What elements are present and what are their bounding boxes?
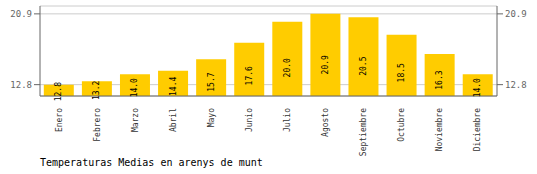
html-text:Temperaturas Medias en arenys: Temperaturas Medias en arenys de munt <box>40 157 263 168</box>
svg-text:14.4: 14.4 <box>169 77 178 96</box>
svg-text:20.0: 20.0 <box>283 58 292 77</box>
svg-text:20.9: 20.9 <box>10 9 32 19</box>
svg-text:12.8: 12.8 <box>54 82 63 101</box>
svg-text:Marzo: Marzo <box>131 108 140 132</box>
svg-text:Febrero: Febrero <box>93 108 102 142</box>
svg-text:13.2: 13.2 <box>92 81 101 100</box>
svg-text:Septiembre: Septiembre <box>359 108 368 156</box>
svg-text:Diciembre: Diciembre <box>473 108 482 152</box>
svg-text:Agosto: Agosto <box>321 108 330 137</box>
svg-text:17.6: 17.6 <box>245 66 254 85</box>
svg-text:Junio: Junio <box>245 108 254 132</box>
svg-text:14.0: 14.0 <box>130 78 139 97</box>
svg-text:Noviembre: Noviembre <box>435 108 444 152</box>
svg-text:Octubre: Octubre <box>397 108 406 142</box>
svg-text:Mayo: Mayo <box>207 108 216 127</box>
svg-text:Julio: Julio <box>283 108 292 132</box>
svg-text:12.8: 12.8 <box>10 80 32 90</box>
svg-text:18.5: 18.5 <box>397 63 406 82</box>
svg-text:Abril: Abril <box>169 108 178 132</box>
svg-text:14.0: 14.0 <box>473 78 482 97</box>
svg-text:15.7: 15.7 <box>207 72 216 91</box>
svg-text:16.3: 16.3 <box>435 70 444 89</box>
svg-text:Enero: Enero <box>55 108 64 132</box>
svg-text:20.9: 20.9 <box>321 55 330 74</box>
svg-text:20.9: 20.9 <box>505 9 527 19</box>
svg-text:12.8: 12.8 <box>505 80 527 90</box>
svg-text:20.5: 20.5 <box>359 56 368 75</box>
